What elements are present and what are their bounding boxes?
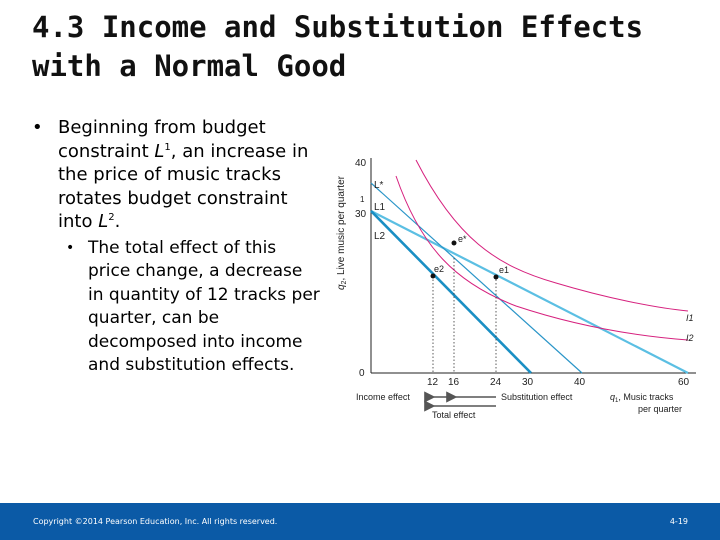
l2-letter: L: [98, 211, 109, 232]
bullet-item-2: • The total effect of this price change,…: [30, 237, 320, 378]
x-tick-16: 16: [448, 377, 460, 388]
label-I1: I1: [686, 313, 694, 323]
indifference-curve-I1: [415, 159, 689, 312]
l1-letter: L: [154, 140, 165, 162]
substitution-effect-label: Substitution effect: [501, 392, 573, 402]
title-line-1: 4.3 Income and Substitution Effects: [32, 10, 644, 44]
label-e1: e1: [499, 265, 509, 275]
y-axis-label: q2, Live music per quarter: [336, 175, 348, 290]
bullet1-text-a: Beginning from budget constraint: [58, 117, 266, 162]
label-I2: I2: [686, 333, 694, 343]
footer-bar: Copyright ©2014 Pearson Education, Inc. …: [0, 503, 720, 540]
x-tick-60: 60: [678, 377, 690, 388]
bullet1-text-c: .: [114, 211, 121, 232]
x-tick-24: 24: [490, 377, 502, 388]
label-L1: L1: [374, 202, 386, 213]
title-line-2: with a Normal Good: [32, 49, 347, 83]
point-e-star: [451, 240, 457, 246]
sub-bullet-dot-icon: •: [66, 239, 75, 256]
x-tick-12: 12: [427, 377, 439, 388]
label-small-1: 1: [360, 195, 365, 204]
page-number: 4-19: [669, 517, 688, 526]
bullet2-text: The total effect of this price change, a…: [88, 237, 320, 376]
label-L2: L2: [374, 231, 386, 242]
x-axis-label-line2: per quarter: [638, 404, 682, 414]
bullet-dot-icon: •: [32, 117, 43, 138]
y-tick-30: 30: [355, 209, 367, 220]
slide-title: 4.3 Income and Substitution Effects with…: [32, 8, 712, 86]
point-e2: [430, 273, 436, 279]
x-axis-label: q1, Music tracks: [610, 392, 674, 404]
bullet1-text-b: , an increase in the price of music trac…: [58, 140, 309, 233]
y-tick-0: 0: [359, 368, 365, 379]
point-e1: [493, 274, 499, 280]
x-tick-40: 40: [574, 377, 586, 388]
label-e2: e2: [434, 264, 444, 274]
income-substitution-diagram: q2, Live music per quarter 40 30 0 e* e1…: [336, 158, 696, 420]
budget-line-L2: [370, 210, 532, 374]
income-effect-label: Income effect: [356, 392, 410, 402]
x-tick-30: 30: [522, 377, 534, 388]
y-tick-40: 40: [355, 158, 367, 169]
total-effect-label: Total effect: [432, 410, 476, 420]
label-L-star: L*: [374, 180, 384, 191]
copyright-text: Copyright ©2014 Pearson Education, Inc. …: [33, 517, 278, 526]
budget-line-L1: [370, 210, 689, 374]
budget-line-L-star: [370, 182, 583, 374]
indifference-curve-I2: [395, 175, 689, 341]
bullet-list: • Beginning from budget constraint L1, a…: [30, 116, 320, 378]
label-e-star: e*: [458, 234, 467, 244]
l1-superscript: 1: [164, 141, 171, 153]
l2-superscript: 2: [108, 212, 115, 223]
bullet-item-1: • Beginning from budget constraint L1, a…: [30, 116, 320, 234]
